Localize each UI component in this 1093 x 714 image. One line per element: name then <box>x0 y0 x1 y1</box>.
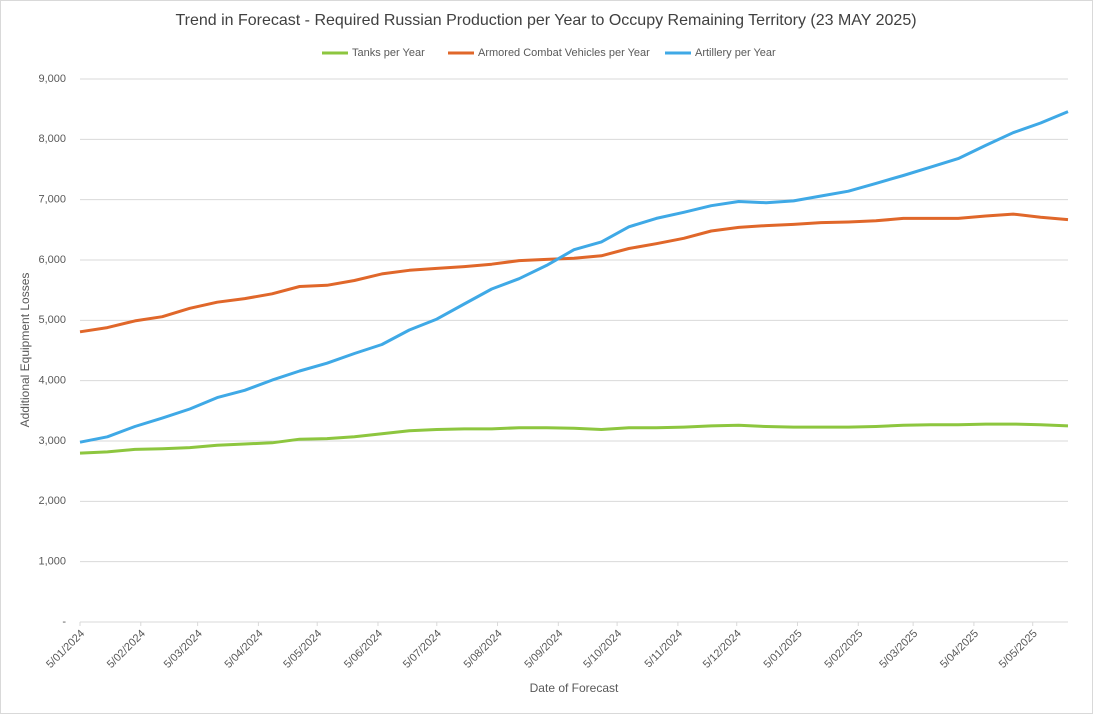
y-tick-label: 8,000 <box>38 133 66 145</box>
y-tick-label: 2,000 <box>38 495 66 507</box>
y-axis-title: Additional Equipment Losses <box>18 273 32 428</box>
y-tick-label: - <box>62 616 66 628</box>
chart-title: Trend in Forecast - Required Russian Pro… <box>175 12 916 29</box>
y-tick-label: 1,000 <box>38 556 66 568</box>
legend-label: Tanks per Year <box>352 47 425 59</box>
y-tick-label: 5,000 <box>38 314 66 326</box>
legend-label: Armored Combat Vehicles per Year <box>478 47 650 59</box>
y-tick-label: 7,000 <box>38 194 66 206</box>
legend-label: Artillery per Year <box>695 47 776 59</box>
y-tick-label: 9,000 <box>38 73 66 85</box>
series-line <box>79 422 1069 455</box>
y-tick-label: 6,000 <box>38 254 66 266</box>
x-axis-title: Date of Forecast <box>530 681 619 695</box>
series-line <box>79 110 1069 444</box>
y-tick-label: 3,000 <box>38 435 66 447</box>
y-tick-label: 4,000 <box>38 375 66 387</box>
series-line <box>79 212 1069 334</box>
